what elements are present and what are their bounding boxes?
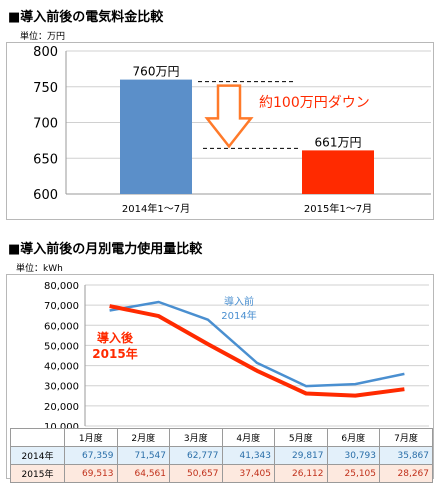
table-cell: 35,867 (379, 446, 433, 465)
table-header-row: 1月度 2月度 3月度 4月度 5月度 6月度 7月度 (10, 428, 433, 447)
bar-value-label: 760万円 (133, 65, 180, 79)
table-header-cell: 1月度 (64, 428, 118, 447)
table-header-cell: 2月度 (116, 428, 170, 447)
y-tick-label: 600 (33, 188, 58, 203)
table-cell: 29,817 (274, 446, 328, 465)
table-header-cell: 3月度 (169, 428, 223, 447)
table-row-label: 2015年 (10, 464, 65, 483)
y-tick-label: 70,000 (44, 301, 79, 312)
table-header-cell: 5月度 (274, 428, 328, 447)
table-row-label: 2014年 (10, 446, 65, 465)
bar (302, 150, 374, 194)
line-chart-unit: 単位：kWh (16, 264, 63, 274)
bar-chart-title: ■導入前後の電気料金比較 (8, 10, 164, 25)
series-label-after: 2015年 (92, 346, 137, 361)
y-tick-label: 800 (33, 45, 58, 60)
series-label-before: 2014年 (221, 309, 256, 322)
table-cell: 69,513 (64, 464, 118, 483)
table-cell: 37,405 (221, 464, 275, 483)
bar (120, 79, 192, 194)
bar-chart: 600 650 700 750 800 760万円 2014年1～7月 661万円 2015年1… (33, 45, 431, 215)
bar-value-label: 661万円 (315, 135, 362, 149)
y-tick-label: 50,000 (44, 341, 79, 352)
down-arrow (204, 84, 254, 149)
line-chart-title: ■導入前後の月別電力使用量比較 (8, 242, 203, 257)
table-cell: 30,793 (326, 446, 380, 465)
decrease-annotation: 約100万円ダウン (259, 95, 370, 111)
table-header-cell: 4月度 (221, 428, 275, 447)
x-tick-label: 2014年1～7月 (122, 202, 190, 215)
y-tick-label: 10,000 (44, 422, 79, 429)
y-tick-label: 80,000 (44, 281, 79, 292)
y-tick-label: 60,000 (44, 321, 79, 332)
table-row-2015: 2015年 69,513 64,561 50,657 37,405 26,112… (10, 464, 433, 483)
table-cell: 62,777 (169, 446, 223, 465)
y-tick-label: 30,000 (44, 382, 79, 393)
series-line-2014年 (109, 300, 405, 388)
table-header-cell: 7月度 (379, 428, 433, 447)
series-line-2015年 (109, 304, 405, 398)
table-cell: 71,547 (116, 446, 170, 465)
table-cell: 26,112 (274, 464, 328, 483)
y-tick-label: 700 (33, 117, 58, 132)
table-header-cell: 6月度 (326, 428, 380, 447)
table-cell: 25,105 (326, 464, 380, 483)
x-tick-label: 2015年1～7月 (304, 202, 372, 215)
series-label-after: 導入後 (97, 330, 134, 345)
table-cell: 64,561 (116, 464, 170, 483)
table-cell: 41,343 (221, 446, 275, 465)
table-corner-cell (10, 428, 65, 447)
y-tick-label: 40,000 (44, 362, 79, 373)
data-table: 1月度 2月度 3月度 4月度 5月度 6月度 7月度 2014年 67,359… (10, 428, 433, 483)
bar-chart-unit: 単位：万円 (20, 32, 66, 42)
table-cell: 67,359 (64, 446, 118, 465)
y-tick-label: 750 (33, 81, 58, 96)
bar-chart-panel: 600 650 700 750 800 760万円 2014年1～7月 661万円 2015年1… (6, 42, 434, 220)
y-tick-label: 20,000 (44, 402, 79, 413)
table-cell: 28,267 (379, 464, 433, 483)
y-tick-label: 650 (33, 152, 58, 167)
line-chart: 10,000 20,000 30,000 40,000 50,000 60,000 70,0… (44, 281, 429, 433)
table-row-2014: 2014年 67,359 71,547 62,777 41,343 29,817… (10, 446, 433, 465)
table-cell: 50,657 (169, 464, 223, 483)
series-label-before: 導入前 (224, 295, 254, 308)
